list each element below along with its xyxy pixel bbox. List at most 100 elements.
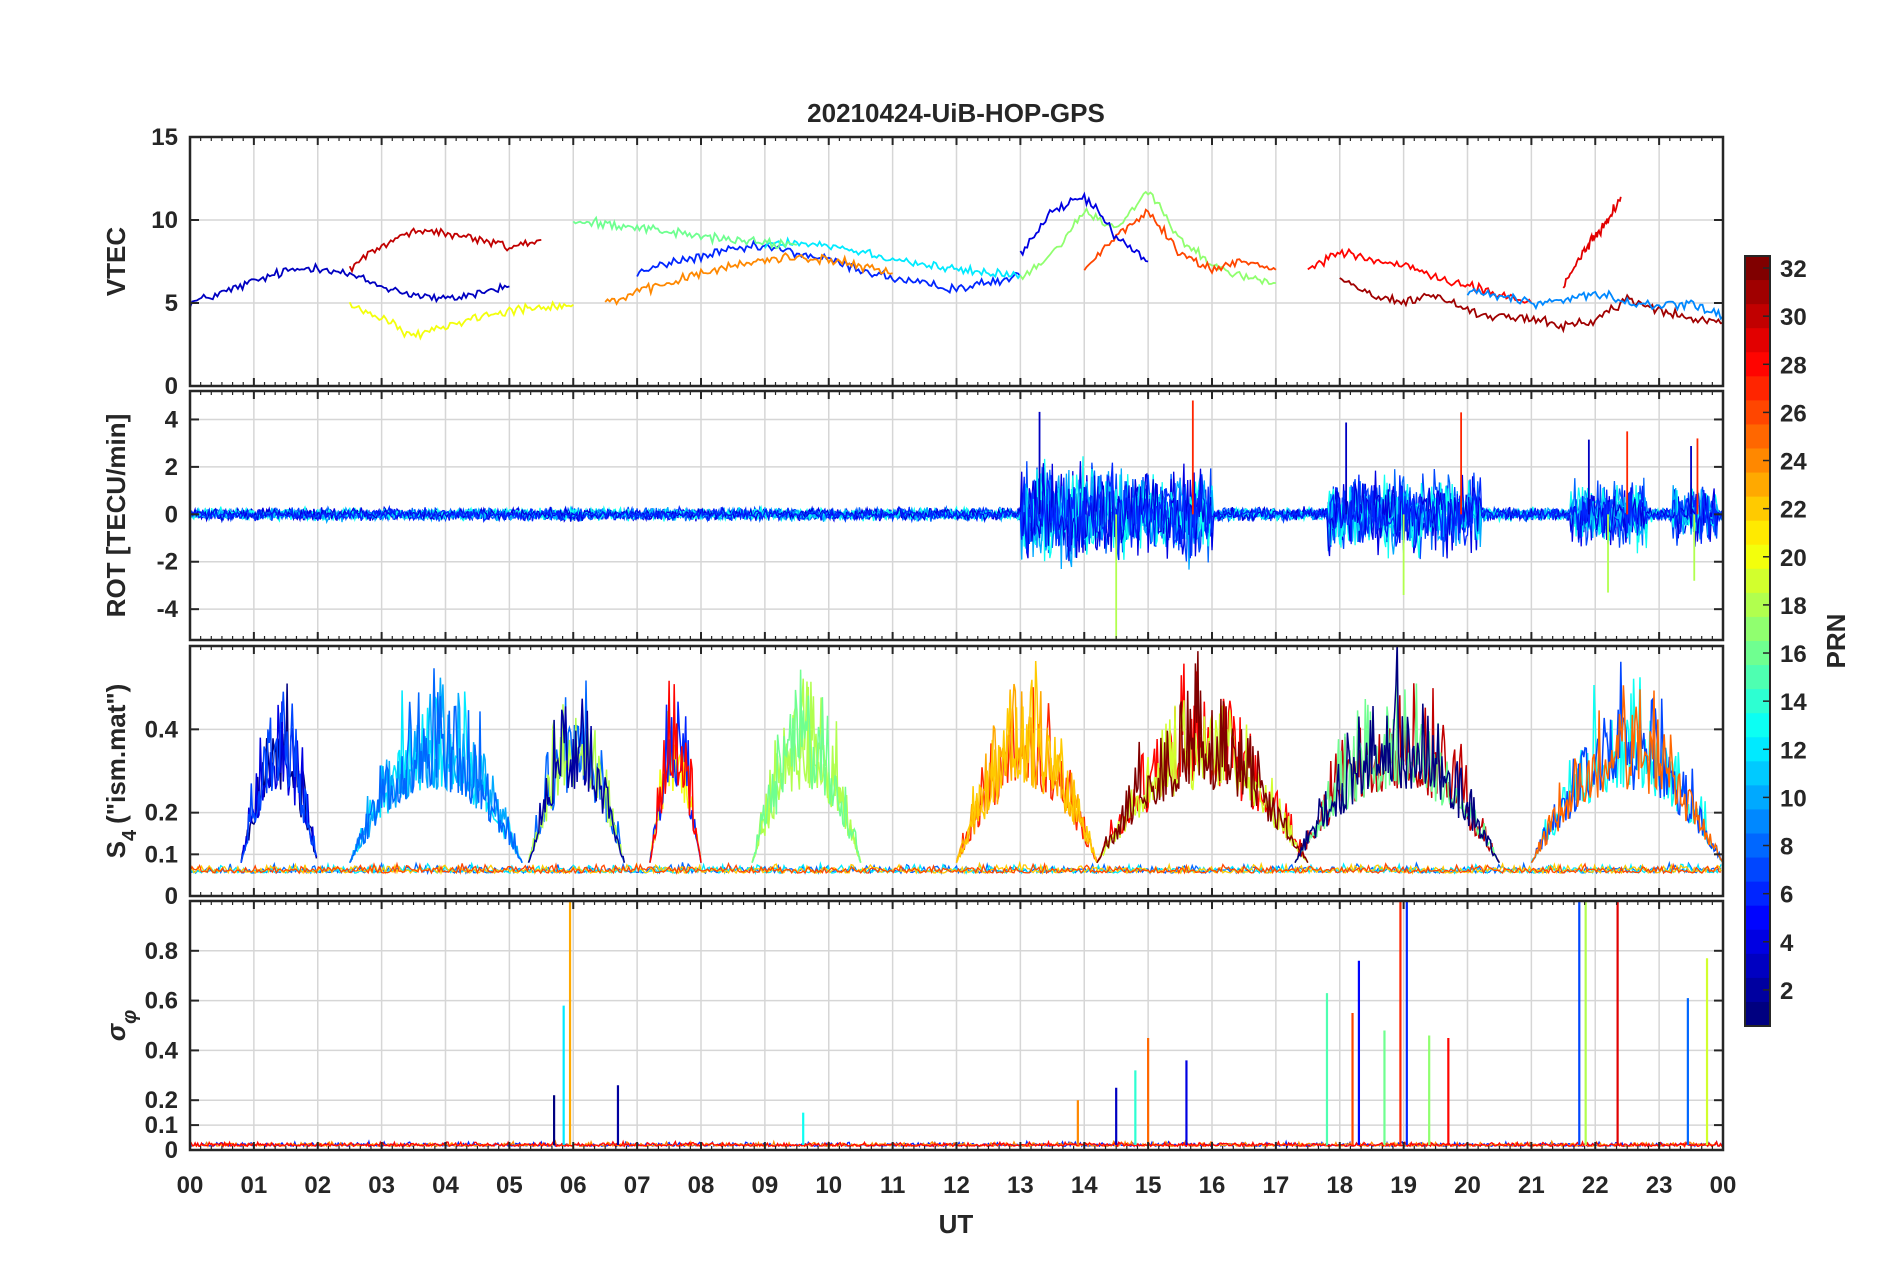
colorbar-segment <box>1745 520 1770 546</box>
y-tick-label: 0.4 <box>145 1037 179 1064</box>
s4-trace <box>751 669 862 863</box>
x-tick-label: 23 <box>1646 1172 1673 1199</box>
s4-trace <box>527 698 626 863</box>
x-tick-label: 21 <box>1518 1172 1545 1199</box>
s4-trace <box>240 683 318 863</box>
panel-rot: -4 -2 0 2 4 ROT [TECU/min] <box>101 389 1725 642</box>
y-axis-label: S4("ism.mat") <box>101 684 141 859</box>
colorbar-segment <box>1745 905 1770 931</box>
x-tick-label: 16 <box>1199 1172 1226 1199</box>
colorbar-segment <box>1745 376 1770 401</box>
colorbar-tick-label: 4 <box>1780 930 1794 957</box>
y-tick-label: 0.4 <box>145 716 179 743</box>
panel-frame <box>188 644 1725 898</box>
colorbar-frame <box>1744 255 1771 1027</box>
colorbar-segment <box>1745 665 1770 690</box>
y-axis-label: VTEC <box>101 227 131 297</box>
panel-vtec: 0 5 10 15 VTEC <box>101 124 1725 400</box>
colorbar-segment <box>1745 761 1770 786</box>
colorbar-tick-label: 20 <box>1780 545 1807 572</box>
colorbar-tick-label: 22 <box>1780 497 1807 524</box>
x-tick-label: 13 <box>1007 1172 1034 1199</box>
s4-baseline-trace <box>190 861 1722 875</box>
series-line <box>190 261 510 308</box>
colorbar-tick-label: 32 <box>1780 256 1807 283</box>
plot-area <box>190 646 1723 876</box>
s4-trace <box>955 660 1098 864</box>
colorbar-tick-label: 12 <box>1780 737 1807 764</box>
y-axis-label: σφ <box>101 1010 141 1041</box>
y-tick-label: 0.1 <box>145 841 178 868</box>
y-tick-label: 0.2 <box>145 800 178 827</box>
panel-s4: 0 0.1 0.2 0.4S4("ism.mat") <box>101 644 1725 910</box>
colorbar-tick-label: 30 <box>1780 304 1807 331</box>
s4-trace <box>1530 661 1723 864</box>
colorbar-segment <box>1745 328 1770 353</box>
x-tick-label: 07 <box>624 1172 651 1199</box>
y-tick-label: -2 <box>157 549 178 576</box>
s4-trace <box>1530 677 1723 864</box>
s4-trace <box>1294 683 1501 864</box>
panel-frame <box>188 135 1725 388</box>
colorbar-tick-label: 16 <box>1780 641 1807 668</box>
panel-sigma_phi: 00.10.2 0.4 0.6 0.8 σφ <box>101 899 1725 1164</box>
x-tick-label: 17 <box>1263 1172 1290 1199</box>
x-tick-label: 00 <box>1710 1172 1737 1199</box>
y-tick-label: 0.2 <box>145 1087 178 1114</box>
panel-frame <box>188 899 1725 1152</box>
y-tick-label: -4 <box>157 596 179 623</box>
x-tick-label: 18 <box>1326 1172 1353 1199</box>
x-tick-label: 08 <box>688 1172 715 1199</box>
series-line <box>1466 287 1723 321</box>
colorbar-tick-label: 28 <box>1780 352 1807 379</box>
series-line <box>1019 191 1149 263</box>
y-tick-label: 15 <box>151 124 178 151</box>
series-line <box>572 215 797 250</box>
x-tick-label: 06 <box>560 1172 587 1199</box>
series-line <box>1562 196 1622 289</box>
x-tick-label: 14 <box>1071 1172 1098 1199</box>
rot-trace <box>190 462 1723 560</box>
colorbar-tick-label: 6 <box>1780 882 1793 909</box>
x-tick-label: 19 <box>1390 1172 1417 1199</box>
series-line <box>1019 190 1276 286</box>
x-tick-label: 01 <box>241 1172 268 1199</box>
plot-area <box>190 190 1723 341</box>
s4-trace <box>1294 646 1500 864</box>
colorbar-segment <box>1745 616 1770 642</box>
colorbar-tick-label: 8 <box>1780 834 1793 861</box>
colorbar-segment <box>1745 472 1770 498</box>
y-tick-label: 0.1 <box>145 1112 178 1139</box>
series-line <box>604 252 893 306</box>
x-tick-label: 05 <box>496 1172 523 1199</box>
s4-trace <box>1096 651 1309 864</box>
series-line <box>764 236 1022 280</box>
s4-baseline-trace <box>190 861 1722 876</box>
colorbar-label: PRN <box>1821 614 1851 669</box>
colorbar-segment <box>1745 713 1770 738</box>
colorbar-tick-label: 10 <box>1780 785 1807 812</box>
colorbar-segment <box>1745 857 1770 883</box>
x-tick-label: 22 <box>1582 1172 1609 1199</box>
chart-title: 20210424-UiB-HOP-GPS <box>807 98 1105 128</box>
s4-trace <box>240 691 318 863</box>
y-tick-label: 0 <box>165 883 178 910</box>
s4-trace <box>649 680 702 863</box>
y-tick-label: 0.6 <box>145 988 178 1015</box>
x-tick-label: 04 <box>432 1172 459 1199</box>
x-tick-label: 03 <box>368 1172 395 1199</box>
plot-area <box>190 400 1723 640</box>
series-line <box>348 227 542 274</box>
y-tick-label: 0.8 <box>145 938 178 965</box>
colorbar-segment <box>1745 809 1770 835</box>
x-tick-label: 00 <box>177 1172 204 1199</box>
x-tick-label: 12 <box>943 1172 970 1199</box>
y-tick-label: 5 <box>165 290 178 317</box>
colorbar-tick-label: 26 <box>1780 400 1807 427</box>
colorbar-tick-label: 24 <box>1780 449 1807 476</box>
s4-trace <box>1530 685 1723 864</box>
colorbar-tick-label: 2 <box>1780 978 1793 1005</box>
y-tick-label: 0 <box>165 501 178 528</box>
x-tick-label: 10 <box>815 1172 842 1199</box>
x-tick-label: 11 <box>880 1172 905 1199</box>
